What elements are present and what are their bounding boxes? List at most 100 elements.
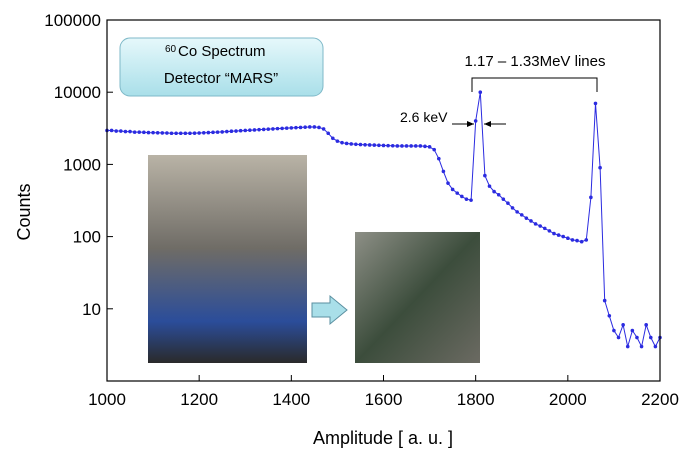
data-point [602, 298, 607, 303]
data-point [354, 142, 358, 147]
data-point [271, 127, 275, 131]
data-point [501, 197, 506, 201]
data-point [519, 213, 524, 217]
data-point [446, 181, 450, 185]
data-point [358, 142, 363, 147]
data-point [119, 129, 123, 133]
data-point [109, 128, 114, 133]
data-point [418, 144, 423, 148]
data-point [372, 143, 377, 147]
data-point [197, 131, 201, 135]
data-point [178, 131, 183, 136]
data-point [128, 129, 132, 134]
y-tick-label: 10 [82, 300, 101, 319]
data-point [556, 233, 561, 237]
data-point [114, 129, 119, 133]
data-point [211, 130, 215, 135]
data-point [648, 335, 653, 340]
data-point [303, 125, 307, 129]
data-point [533, 222, 538, 226]
data-point [566, 236, 570, 241]
data-point [464, 197, 469, 201]
data-point [321, 127, 326, 131]
data-point [344, 141, 349, 146]
data-point [575, 238, 579, 243]
data-point [266, 127, 271, 131]
data-point [280, 126, 284, 131]
data-point [644, 323, 648, 327]
data-point [257, 127, 261, 132]
data-point [607, 313, 612, 318]
data-point [243, 128, 248, 133]
data-point [335, 139, 340, 143]
data-point [363, 142, 367, 147]
y-tick-label: 100 [73, 228, 101, 247]
data-point [593, 101, 598, 106]
data-point [307, 125, 312, 129]
data-point [317, 125, 321, 130]
data-point [132, 130, 137, 134]
data-point [248, 128, 252, 132]
data-point [496, 192, 501, 197]
superscript: 60 [165, 44, 177, 55]
photo-detector [148, 155, 307, 363]
data-point [151, 130, 155, 135]
box-line: Co Spectrum [178, 43, 266, 60]
arrow-head [484, 121, 491, 127]
data-point [492, 189, 496, 194]
data-point [437, 156, 441, 161]
data-point [579, 239, 584, 244]
data-point [349, 142, 354, 146]
x-tick-label: 1000 [88, 390, 126, 409]
data-point [400, 144, 404, 148]
data-point [616, 335, 621, 340]
data-point [229, 129, 234, 134]
data-point [215, 130, 220, 134]
data-point [570, 238, 575, 242]
data-point [653, 344, 658, 349]
x-tick-label: 2000 [549, 390, 587, 409]
data-point [146, 130, 151, 135]
data-point [326, 131, 331, 136]
data-point [390, 143, 395, 148]
data-point [510, 206, 515, 210]
data-point [547, 229, 552, 233]
arrow-head [467, 121, 474, 127]
data-point [524, 216, 529, 220]
data-point [238, 128, 243, 133]
data-point [413, 144, 418, 148]
data-point [561, 234, 566, 239]
data-point [589, 195, 593, 200]
data-point [460, 194, 464, 199]
data-point [506, 201, 510, 206]
data-point [625, 344, 630, 349]
x-tick-label: 1400 [272, 390, 310, 409]
data-point [542, 226, 547, 231]
data-point [635, 335, 639, 340]
box-line: Detector “MARS” [164, 70, 278, 87]
data-point [289, 126, 294, 130]
y-axis-title: Counts [14, 183, 34, 240]
x-tick-label: 1600 [365, 390, 403, 409]
data-point [174, 131, 178, 136]
label-box [119, 37, 324, 97]
data-point [155, 130, 160, 135]
y-tick-label: 10000 [54, 83, 101, 102]
data-point [621, 323, 625, 327]
data-point [261, 127, 266, 132]
data-point [478, 90, 483, 94]
data-point [584, 238, 589, 242]
photo-board [355, 232, 480, 363]
data-point [192, 131, 197, 135]
data-point [252, 128, 257, 132]
plot [105, 90, 662, 349]
x-tick-label: 1800 [457, 390, 495, 409]
data-point [487, 184, 492, 188]
data-point [225, 129, 229, 134]
data-point [432, 147, 436, 152]
data-point [381, 143, 386, 148]
data-point [206, 130, 211, 135]
data-point [188, 131, 192, 136]
data-point [529, 219, 533, 223]
